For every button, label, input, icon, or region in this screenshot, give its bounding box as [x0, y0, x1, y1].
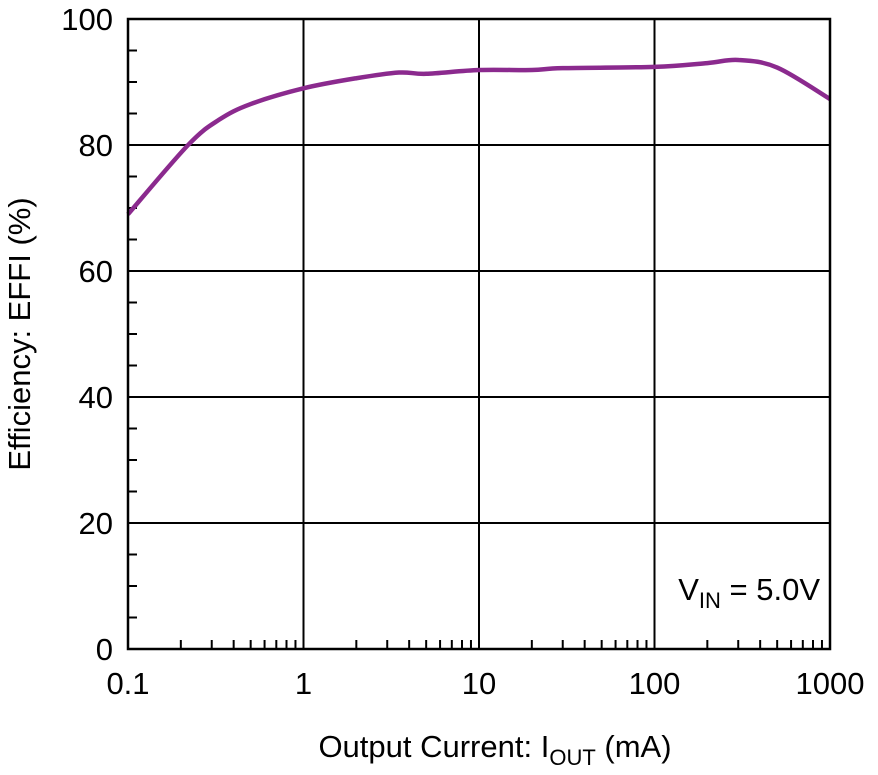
series [126, 57, 832, 216]
y-tick-label: 80 [79, 128, 113, 163]
vin-annotation-main: V [678, 572, 699, 607]
x-axis-title-main: Output Current: I [318, 729, 549, 764]
x-tick-label: 100 [629, 666, 681, 701]
y-tick-label: 60 [79, 254, 113, 289]
x-tick-label: 1 [295, 666, 312, 701]
x-tick-label: 0.1 [106, 666, 149, 701]
x-axis-title-sub: OUT [549, 745, 595, 770]
efficiency-line [126, 57, 832, 216]
vin-annotation: VIN = 5.0V [678, 572, 820, 613]
y-tick-label: 20 [79, 506, 113, 541]
y-tick-label: 0 [96, 632, 113, 667]
tick-labels: 0.1 1 10 100 1000 0 20 40 60 80 100 [61, 2, 864, 701]
y-tick-label: 100 [61, 2, 113, 37]
vin-annotation-sub: IN [699, 588, 721, 613]
y-axis-title: Efficiency: EFFI (%) [2, 197, 37, 470]
x-axis-title-unit: (mA) [596, 729, 672, 764]
plot-frame [126, 17, 832, 651]
x-axis-title: Output Current: IOUT (mA) [318, 729, 671, 770]
x-tick-label: 1000 [796, 666, 865, 701]
ticks [128, 49, 823, 649]
y-tick-label: 40 [79, 380, 113, 415]
x-tick-label: 10 [462, 666, 496, 701]
vin-annotation-rest: = 5.0V [721, 572, 820, 607]
